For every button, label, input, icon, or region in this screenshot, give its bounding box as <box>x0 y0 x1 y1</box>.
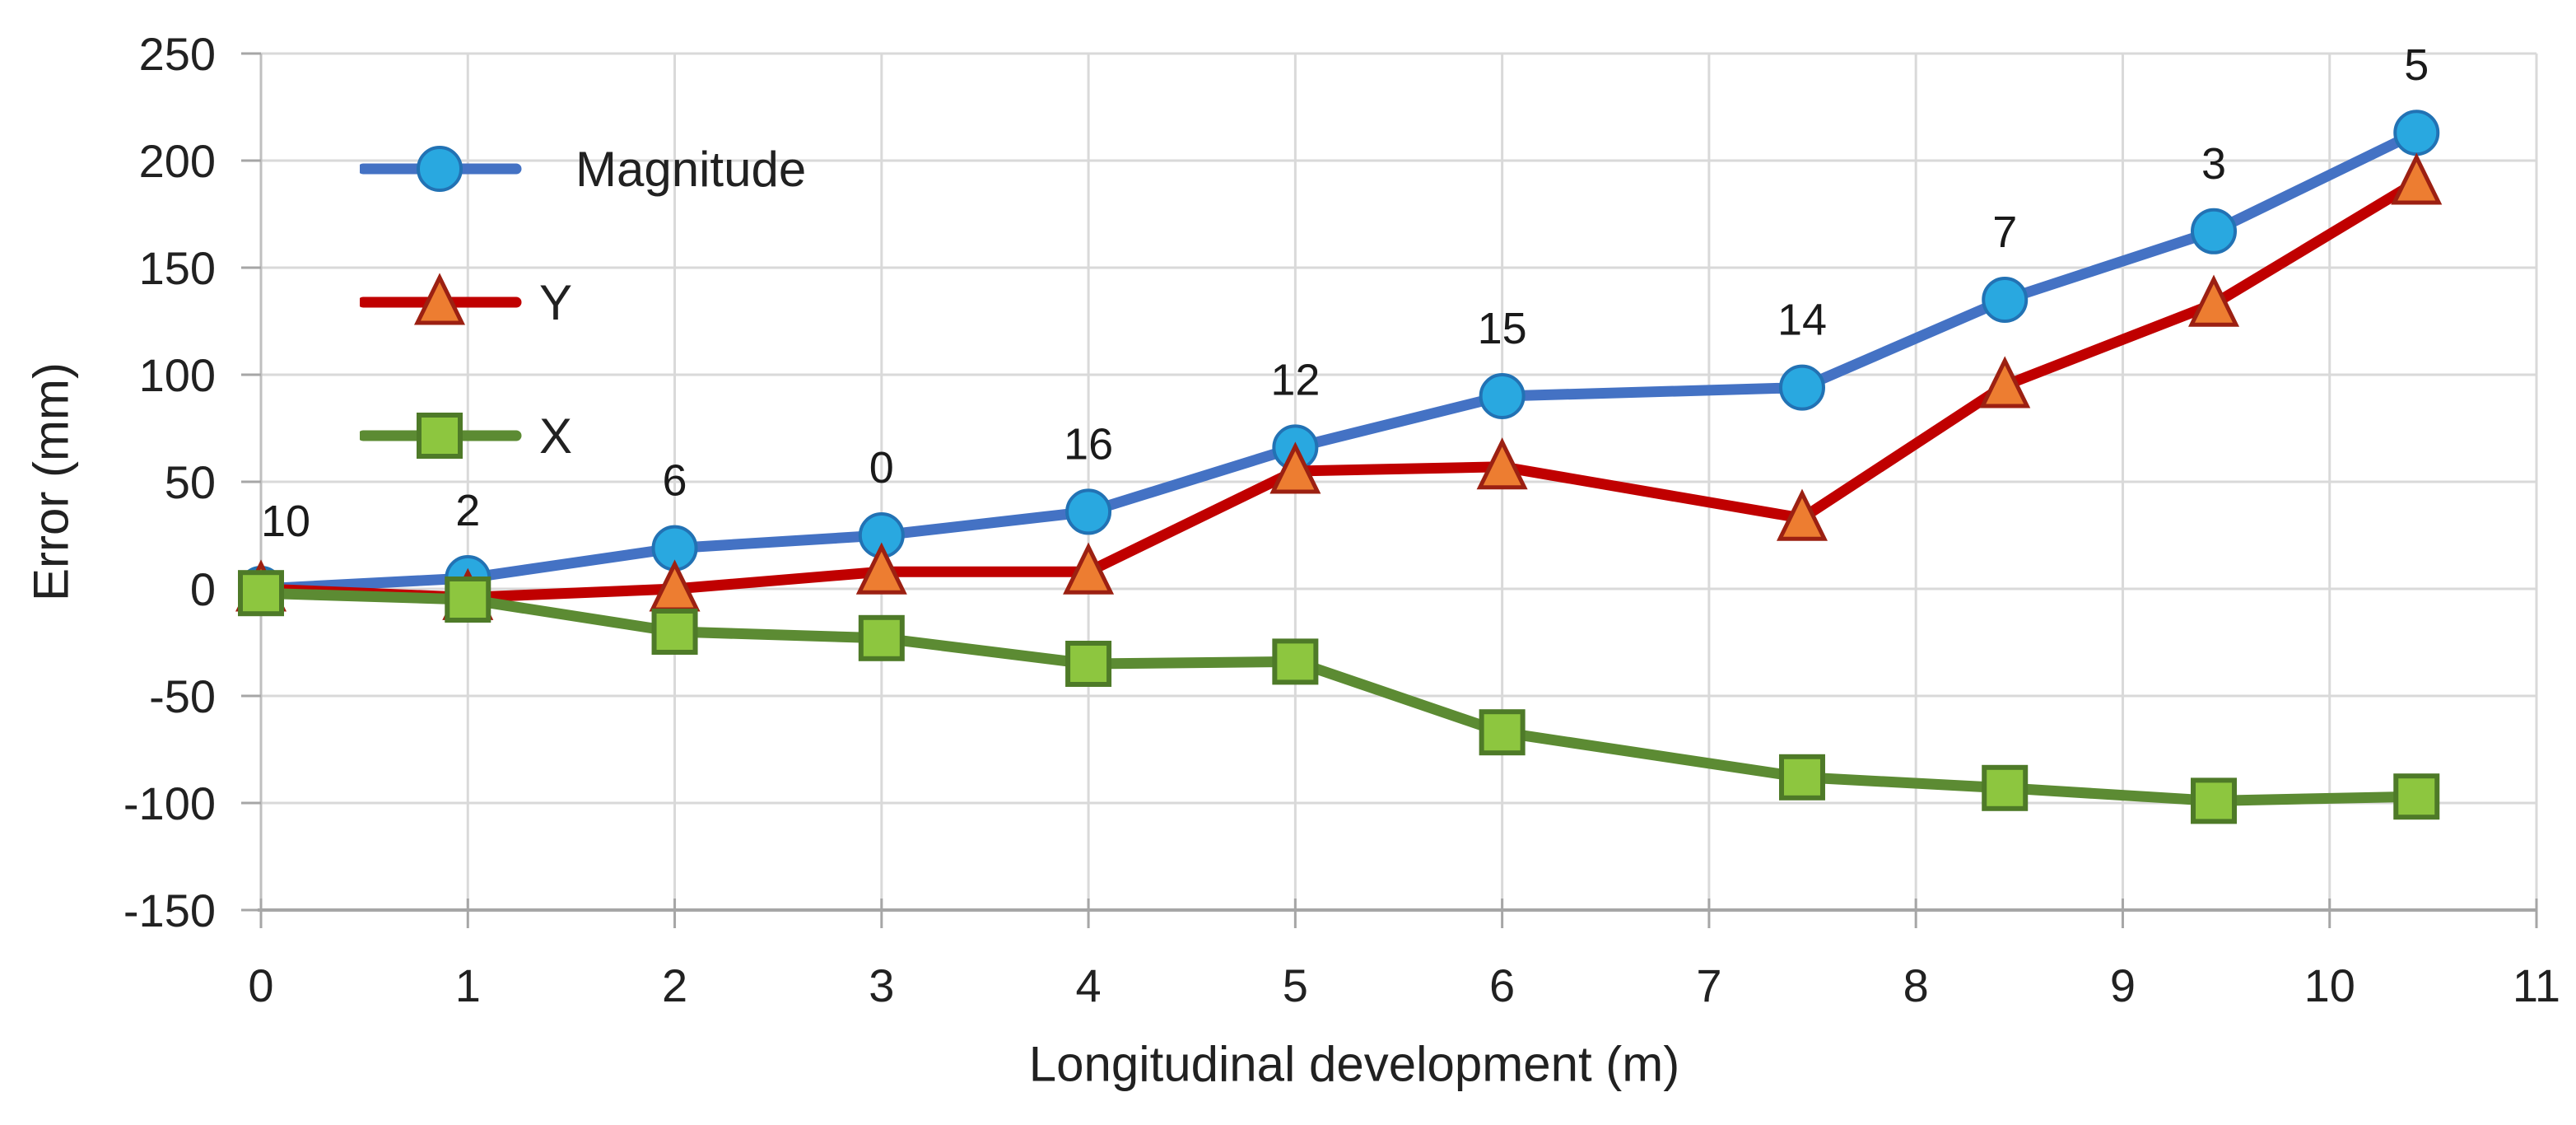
triangle-marker-icon <box>1269 441 1321 494</box>
square-marker-icon <box>2191 777 2238 824</box>
y-tick-label: 200 <box>139 135 216 187</box>
data-point-label: 12 <box>1270 355 1320 404</box>
triangle-marker-icon <box>1063 542 1115 595</box>
circle-marker-icon <box>1778 364 1825 411</box>
triangle-marker-icon <box>413 273 466 325</box>
square-marker-icon <box>1272 638 1319 685</box>
y-tick-label: 0 <box>190 563 216 615</box>
x-tick-label: 3 <box>869 959 894 1011</box>
triangle-marker-icon <box>1979 356 2031 408</box>
data-point-label: 6 <box>663 456 687 506</box>
x-tick-label: 10 <box>2304 959 2355 1011</box>
square-marker-icon <box>651 609 698 655</box>
x-tick-label: 5 <box>1283 959 1308 1011</box>
x-tick-label: 8 <box>1903 959 1929 1011</box>
square-marker-icon <box>858 614 905 661</box>
circle-marker-icon <box>1982 277 2029 323</box>
triangle-marker-icon <box>1776 488 1828 541</box>
data-point-label: 14 <box>1777 296 1827 345</box>
x-tick-label: 11 <box>2513 959 2560 1011</box>
data-point-label: 15 <box>1478 304 1527 353</box>
y-tick-label: 250 <box>139 28 216 80</box>
square-marker-icon <box>238 570 284 617</box>
x-tick-label: 6 <box>1489 959 1515 1011</box>
legend-item-magnitude: Magnitude <box>360 138 806 199</box>
x-tick-label: 4 <box>1076 959 1102 1011</box>
x-tick-label: 0 <box>248 959 273 1011</box>
circle-marker-icon <box>1065 488 1112 535</box>
legend-item-y: Y <box>360 272 806 333</box>
legend-label-y: Y <box>539 274 573 330</box>
y-tick-label: 100 <box>139 349 216 401</box>
legend-item-x: X <box>360 405 806 466</box>
data-point-label: 5 <box>2404 40 2429 90</box>
square-marker-icon <box>1479 709 1526 756</box>
x-tick-label: 1 <box>455 959 481 1011</box>
triangle-marker-icon <box>1476 437 1528 490</box>
data-point-label: 10 <box>261 497 310 546</box>
legend: Magnitude Y X <box>360 138 806 466</box>
data-point-label: 0 <box>869 443 894 492</box>
square-marker-icon <box>1065 641 1112 687</box>
circle-marker-icon <box>417 146 463 192</box>
y-tick-label: -100 <box>123 777 216 829</box>
circle-marker-icon <box>2393 110 2440 156</box>
data-point-label: 16 <box>1064 419 1113 469</box>
y-tick-label: -150 <box>123 885 216 936</box>
y-tick-label: -50 <box>149 670 216 722</box>
data-point-label: 2 <box>455 486 480 535</box>
legend-label-x: X <box>539 408 573 464</box>
y-series-swatch-icon <box>360 273 522 325</box>
x-series-swatch-icon <box>360 413 522 459</box>
y-tick-label: 50 <box>165 456 216 508</box>
circle-marker-icon <box>1479 373 1526 419</box>
square-marker-icon <box>1982 764 2029 811</box>
square-marker-icon <box>445 577 491 623</box>
y-tick-label: 150 <box>139 242 216 294</box>
square-marker-icon <box>2393 773 2440 820</box>
triangle-marker-icon <box>855 542 907 595</box>
square-marker-icon <box>1778 754 1825 801</box>
data-point-label: 7 <box>1992 208 2017 257</box>
x-tick-label: 9 <box>2110 959 2136 1011</box>
data-point-label: 3 <box>2201 139 2226 189</box>
series-x <box>238 570 2440 824</box>
square-marker-icon <box>417 413 463 459</box>
magnitude-series-swatch-icon <box>360 146 522 192</box>
triangle-marker-icon <box>2391 152 2443 205</box>
x-tick-label: 7 <box>1696 959 1721 1011</box>
y-axis-title: Error (mm) <box>23 362 79 601</box>
legend-label-magnitude: Magnitude <box>575 141 807 197</box>
x-tick-label: 2 <box>662 959 687 1011</box>
triangle-marker-icon <box>2187 274 2240 327</box>
circle-marker-icon <box>2191 208 2238 254</box>
x-axis-title: Longitudinal development (m) <box>1028 1036 1680 1092</box>
